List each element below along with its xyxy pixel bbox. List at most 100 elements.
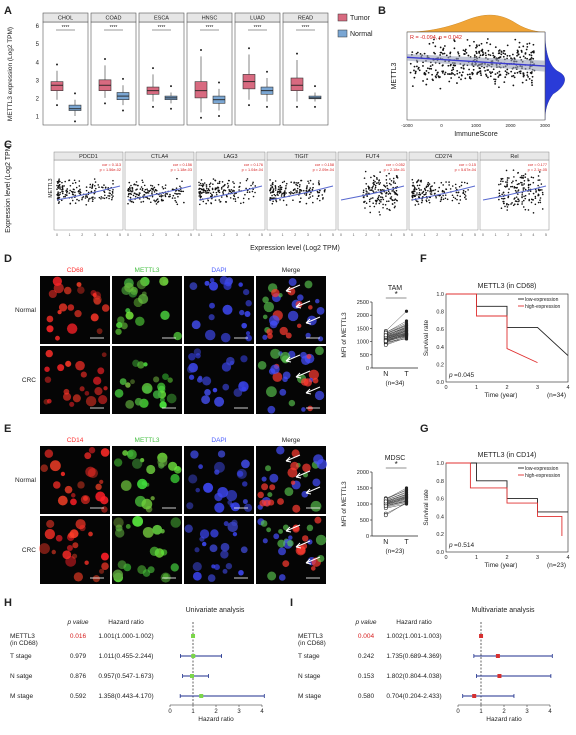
b-point (422, 80, 424, 82)
c-point (168, 195, 170, 198)
c-point (232, 181, 234, 183)
c-point (296, 187, 299, 190)
c-point (507, 203, 510, 206)
c-point (202, 183, 204, 185)
c-point (239, 182, 242, 184)
c-point (228, 179, 230, 182)
c-point (451, 199, 454, 202)
c-panel-title: LAG3 (223, 154, 237, 160)
c-point (238, 186, 240, 188)
cell (76, 282, 82, 287)
c-point (162, 194, 164, 197)
c-point (378, 194, 380, 197)
b-point (531, 84, 534, 87)
b-point (415, 65, 418, 68)
c-point (539, 201, 542, 204)
km-n: (n=34) (547, 392, 566, 399)
c-point (244, 193, 246, 196)
c-trend-line (340, 185, 405, 201)
channel-label-cd14: CD14 (67, 437, 84, 444)
dot-pair-line (385, 501, 407, 507)
c-point (177, 195, 179, 198)
b-x-tick: -1000 (401, 123, 413, 128)
cell (55, 534, 63, 542)
c-point (395, 174, 398, 177)
b-point (423, 71, 426, 74)
c-point (153, 186, 156, 189)
c-point (433, 182, 436, 184)
cell (282, 524, 289, 531)
c-x-tick: 0 (127, 233, 129, 237)
c-point (507, 195, 510, 198)
cell (314, 390, 325, 401)
c-p-label: p = 2.1e-05 (528, 168, 547, 172)
c-point (130, 200, 133, 203)
c-point (506, 179, 509, 181)
c-point (534, 197, 537, 200)
c-point (392, 177, 395, 180)
b-point (457, 52, 460, 55)
a-legend-label: Tumor (350, 15, 371, 22)
c-point (103, 190, 105, 193)
b-point (518, 70, 521, 73)
c-point (524, 173, 527, 175)
c-point (135, 181, 138, 183)
dot-pair-line (385, 311, 407, 332)
b-point (505, 73, 508, 76)
c-point (94, 187, 97, 190)
b-point (489, 75, 492, 78)
c-point (368, 200, 371, 203)
c-point (233, 192, 236, 195)
b-point (513, 76, 516, 79)
c-panel-strip (479, 151, 550, 161)
channel-label-mettl3: METTL3 (135, 267, 160, 274)
c-point (271, 194, 273, 197)
b-point (426, 67, 429, 70)
c-point (459, 195, 461, 198)
c-point (232, 197, 235, 200)
c-point (108, 197, 110, 200)
c-point (149, 201, 152, 204)
b-point (484, 52, 487, 54)
c-point (302, 189, 305, 192)
c-point (382, 206, 384, 209)
c-x-tick: 5 (261, 233, 263, 237)
c-point (86, 196, 89, 199)
c-inner-y-label: METTL3 (48, 178, 54, 197)
panel-letter-F: F (420, 253, 427, 265)
c-point (498, 194, 501, 197)
c-point (74, 191, 76, 194)
c-point (199, 196, 202, 199)
c-point (233, 186, 235, 188)
cell (310, 500, 322, 512)
c-point (142, 200, 145, 203)
c-point (312, 201, 314, 204)
cell (160, 310, 170, 320)
cell (307, 405, 313, 412)
c-point (288, 191, 291, 194)
forest-row-name: M stage (298, 693, 322, 700)
b-point (497, 76, 500, 78)
c-point (68, 179, 71, 181)
c-point (149, 189, 152, 192)
c-point (390, 196, 393, 198)
dot-significance: * (395, 460, 398, 469)
cell (88, 447, 96, 454)
forest-row-name: T stage (10, 653, 32, 660)
c-point (111, 190, 114, 193)
km-title: METTL3 (in CD14) (478, 452, 537, 459)
b-point (423, 52, 426, 55)
b-point (511, 53, 514, 56)
cell (159, 276, 169, 286)
cell (190, 450, 199, 459)
b-point (528, 42, 531, 45)
dot-pair-line (385, 498, 407, 505)
forest-x-tick: 2 (502, 709, 506, 715)
c-point (308, 193, 311, 196)
c-point (57, 192, 59, 195)
c-point (367, 188, 370, 190)
c-point (416, 181, 418, 184)
cell (136, 279, 147, 290)
c-point (290, 191, 292, 193)
c-point (511, 202, 513, 204)
